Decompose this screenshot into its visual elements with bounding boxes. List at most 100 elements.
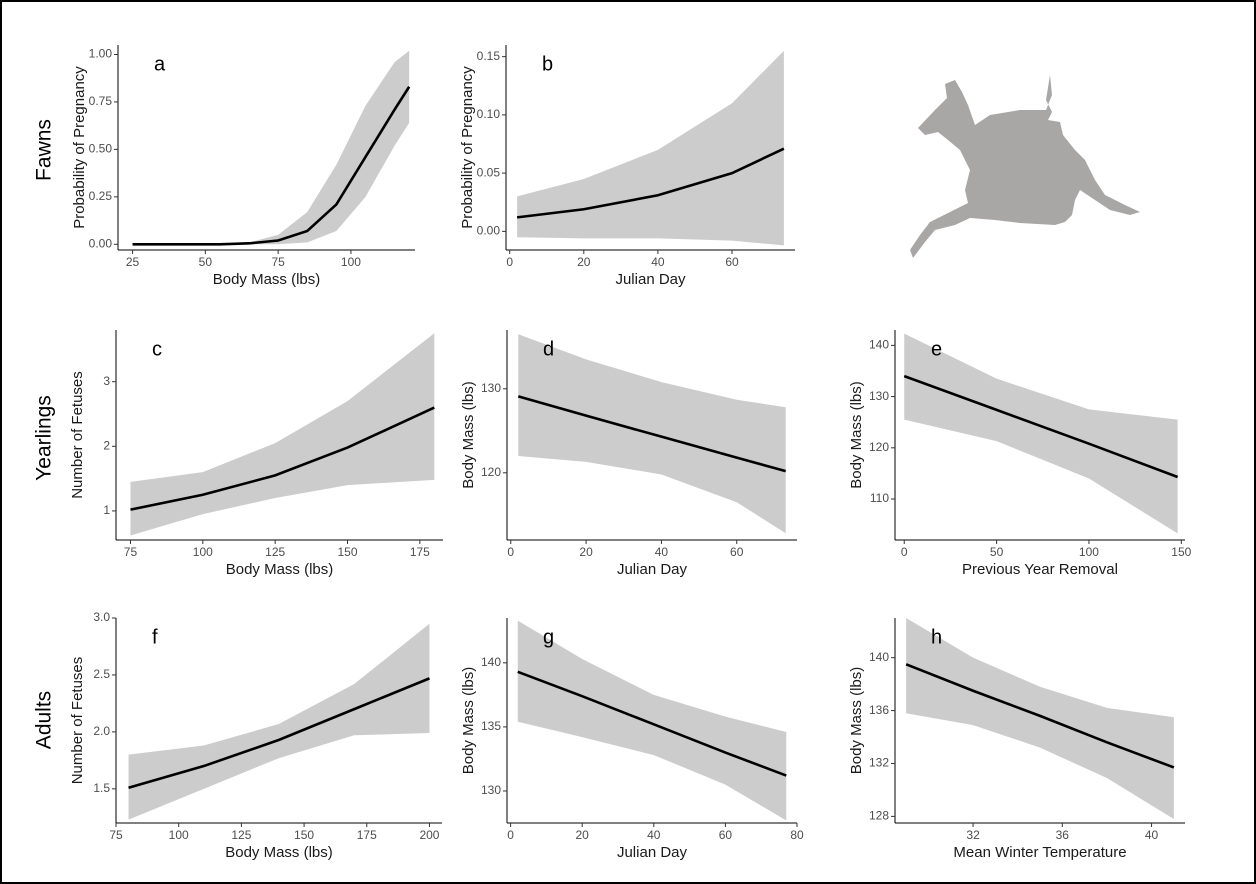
row-label: Adults <box>33 691 56 749</box>
x-tick-label: 75 <box>109 828 123 842</box>
y-tick-label: 120 <box>481 465 501 479</box>
panel-letter: e <box>931 338 942 360</box>
x-tick-label: 200 <box>419 828 439 842</box>
x-tick-label: 40 <box>647 828 661 842</box>
fit-line <box>130 406 435 511</box>
y-tick-label: 0.05 <box>477 165 501 179</box>
panel: 0 20 40 60 0.00 0.05 0.10 0.15 Julian Day Probabi… <box>459 45 795 288</box>
x-tick-label: 50 <box>990 545 1004 559</box>
x-axis-title: Body Mass (lbs) <box>213 271 321 288</box>
y-tick-label: 130 <box>481 783 501 797</box>
y-tick-label: 0.75 <box>89 94 113 108</box>
y-tick-label: 3 <box>103 374 110 388</box>
panel-letter: b <box>542 53 553 75</box>
x-tick-label: 125 <box>265 545 285 559</box>
y-tick-label: 120 <box>869 440 889 454</box>
y-axis-title: Body Mass (lbs) <box>848 667 865 775</box>
x-tick-label: 0 <box>507 828 514 842</box>
x-tick-label: 100 <box>193 545 213 559</box>
y-tick-label: 1.5 <box>93 781 110 795</box>
y-tick-label: 0.50 <box>89 142 113 156</box>
panel-letter: d <box>543 338 554 360</box>
x-axis-title: Body Mass (lbs) <box>225 844 333 861</box>
x-tick-label: 0 <box>507 545 514 559</box>
confidence-band <box>130 333 435 536</box>
y-axis-title: Probability of Pregnancy <box>71 66 88 229</box>
y-tick-label: 0.10 <box>477 107 501 121</box>
y-tick-label: 2 <box>103 438 110 452</box>
y-tick-label: 110 <box>870 491 889 505</box>
x-axis-title: Mean Winter Temperature <box>953 844 1126 861</box>
y-tick-label: 140 <box>869 650 889 664</box>
panel-letter: h <box>931 626 942 648</box>
confidence-band <box>904 333 1178 534</box>
x-tick-label: 100 <box>1079 545 1099 559</box>
x-tick-label: 125 <box>231 828 251 842</box>
deer-silhouette <box>910 75 1140 258</box>
y-tick-label: 0.00 <box>89 236 113 250</box>
y-tick-label: 2.0 <box>93 724 110 738</box>
x-tick-label: 20 <box>576 828 590 842</box>
fit-line <box>132 86 411 246</box>
fit-line <box>128 677 430 789</box>
fit-line <box>905 663 1175 769</box>
y-tick-label: 3.0 <box>93 610 110 624</box>
y-tick-label: 140 <box>869 338 889 352</box>
y-tick-label: 0.15 <box>477 49 501 63</box>
x-tick-label: 100 <box>169 828 189 842</box>
y-axis-title: Body Mass (lbs) <box>460 381 477 489</box>
x-tick-label: 0 <box>506 255 513 269</box>
x-tick-label: 32 <box>966 828 980 842</box>
x-tick-label: 50 <box>199 255 213 269</box>
confidence-band <box>132 50 410 245</box>
x-tick-label: 150 <box>337 545 357 559</box>
x-tick-label: 175 <box>410 545 430 559</box>
x-tick-label: 40 <box>1145 828 1159 842</box>
x-tick-label: 40 <box>651 255 665 269</box>
y-tick-label: 135 <box>481 719 501 733</box>
row-label: Fawns <box>33 119 56 181</box>
y-tick-label: 1 <box>103 503 110 517</box>
x-tick-label: 25 <box>126 255 140 269</box>
fit-line <box>903 374 1179 479</box>
x-tick-label: 20 <box>577 255 591 269</box>
x-axis-title: Previous Year Removal <box>962 561 1118 578</box>
panel: 0 20 40 60 80 130 135 140 Julian Day Body Mass (l… <box>460 618 804 861</box>
panel-letter: f <box>152 626 158 648</box>
y-tick-label: 1.00 <box>89 47 113 61</box>
panel: 0 50 100 150 110 120 130 140 Previous Year Remov… <box>848 330 1192 578</box>
x-tick-label: 60 <box>730 545 744 559</box>
fit-line <box>517 395 787 473</box>
x-tick-label: 0 <box>901 545 908 559</box>
y-tick-label: 2.5 <box>93 667 110 681</box>
panel-letter: a <box>154 53 166 75</box>
confidence-band <box>517 620 787 821</box>
x-tick-label: 175 <box>357 828 377 842</box>
y-tick-label: 130 <box>869 389 889 403</box>
x-tick-label: 150 <box>294 828 314 842</box>
fit-line <box>516 147 785 219</box>
x-axis-title: Julian Day <box>617 561 688 578</box>
x-tick-label: 80 <box>790 828 804 842</box>
x-axis-title: Body Mass (lbs) <box>226 561 334 578</box>
panel: 0 20 40 60 120 130 Julian Day Body Mass (lbs) d <box>460 330 797 578</box>
y-tick-label: 128 <box>869 809 889 823</box>
x-tick-label: 60 <box>725 255 739 269</box>
x-tick-label: 20 <box>579 545 593 559</box>
confidence-band <box>906 618 1174 820</box>
x-tick-label: 60 <box>719 828 733 842</box>
panel: 75 100 125 150 175 1 2 3 Body Mass (lbs) Number o… <box>69 330 443 578</box>
x-axis-title: Julian Day <box>615 271 686 288</box>
panel-letter: c <box>152 338 162 360</box>
panel: 32 36 40 128 132 136 140 Mean Winter Temperatur… <box>848 618 1185 861</box>
fit-line <box>517 670 787 777</box>
x-tick-label: 75 <box>271 255 285 269</box>
y-axis-title: Number of Fetuses <box>69 657 86 785</box>
x-tick-label: 150 <box>1171 545 1191 559</box>
row-label: Yearlings <box>33 395 56 481</box>
x-tick-label: 75 <box>124 545 138 559</box>
y-tick-label: 136 <box>869 703 889 717</box>
panel: 25 50 75 100 0.00 0.25 0.50 0.75 1.00 Body Mass (… <box>71 45 415 288</box>
panel: 75 100 125 150 175 200 1.5 2.0 2.5 3.0 Body Mass (… <box>69 610 442 861</box>
